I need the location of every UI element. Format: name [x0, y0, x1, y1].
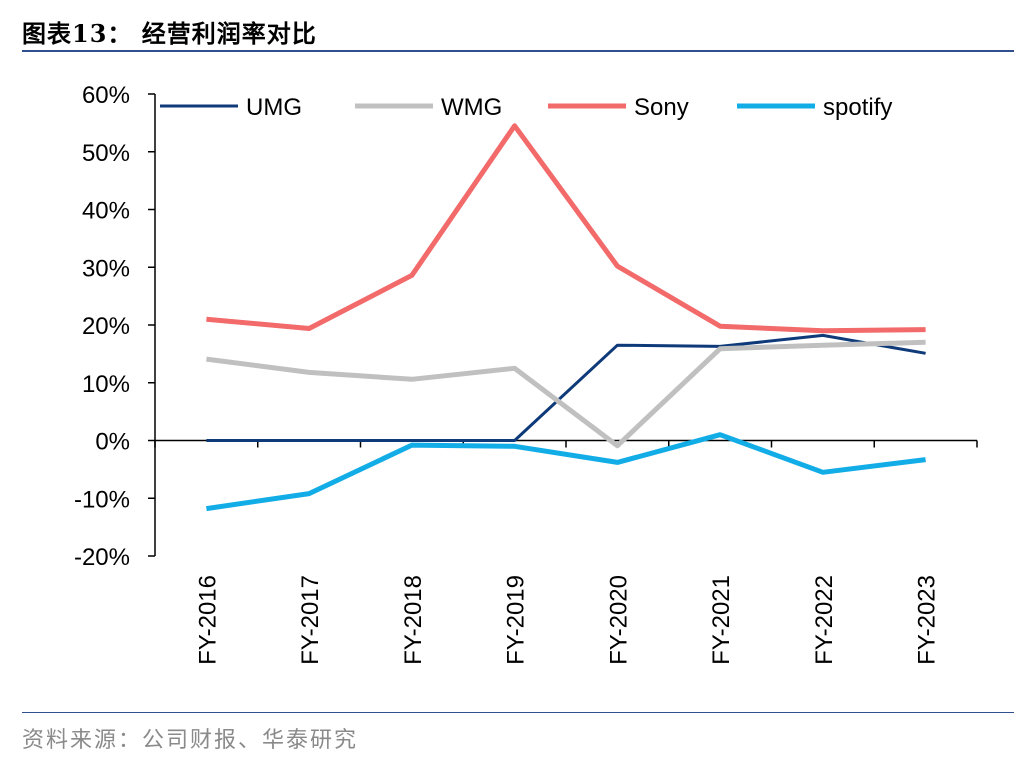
x-tick-label: FY-2016	[194, 575, 221, 665]
x-tick-label: FY-2017	[297, 575, 324, 665]
y-tick-label: 20%	[82, 313, 130, 340]
y-tick-label: 40%	[82, 198, 130, 225]
legend-label-umg: UMG	[246, 94, 302, 121]
series-line-spotify	[206, 432, 926, 512]
y-tick-label: 50%	[82, 140, 130, 167]
x-tick-label: FY-2021	[708, 575, 735, 665]
y-axis: 60% 50% 40% 30% 20% 10% 0% -10% -20%	[74, 82, 156, 571]
x-tick-label: FY-2023	[914, 575, 941, 665]
source-rule	[22, 712, 1014, 713]
title-rule	[22, 50, 1014, 52]
series-line-sony	[206, 123, 926, 334]
legend-label-wmg: WMG	[441, 94, 502, 121]
y-tick-label: 0%	[95, 429, 130, 456]
y-tick-label: 10%	[82, 371, 130, 398]
series-line-umg	[206, 333, 926, 442]
y-tick-label: 30%	[82, 255, 130, 282]
y-tick-label: -20%	[74, 544, 130, 571]
y-tick-label: -10%	[74, 486, 130, 513]
x-tick-label: FY-2018	[400, 575, 427, 665]
legend-label-spotify: spotify	[823, 94, 892, 121]
x-tick-label: FY-2020	[605, 575, 632, 665]
x-tick-label: FY-2022	[811, 575, 838, 665]
legend: UMG WMG Sony spotify	[160, 94, 892, 121]
x-tick-label: FY-2019	[503, 575, 530, 665]
series-line-wmg	[206, 339, 926, 449]
y-tick-label: 60%	[82, 82, 130, 109]
source-note: 资料来源：公司财报、华泰研究	[22, 728, 359, 753]
x-axis: FY-2016 FY-2017 FY-2018 FY-2019 FY-2020 FY-20…	[154, 439, 978, 665]
series-layer	[206, 123, 926, 512]
line-chart: 60%50%40%30%20%10%0%-10%-20% FY-2016 FY-2…	[74, 82, 978, 665]
legend-label-sony: Sony	[634, 94, 689, 121]
figure-title: 图表13： 经营利润率对比	[22, 19, 317, 48]
